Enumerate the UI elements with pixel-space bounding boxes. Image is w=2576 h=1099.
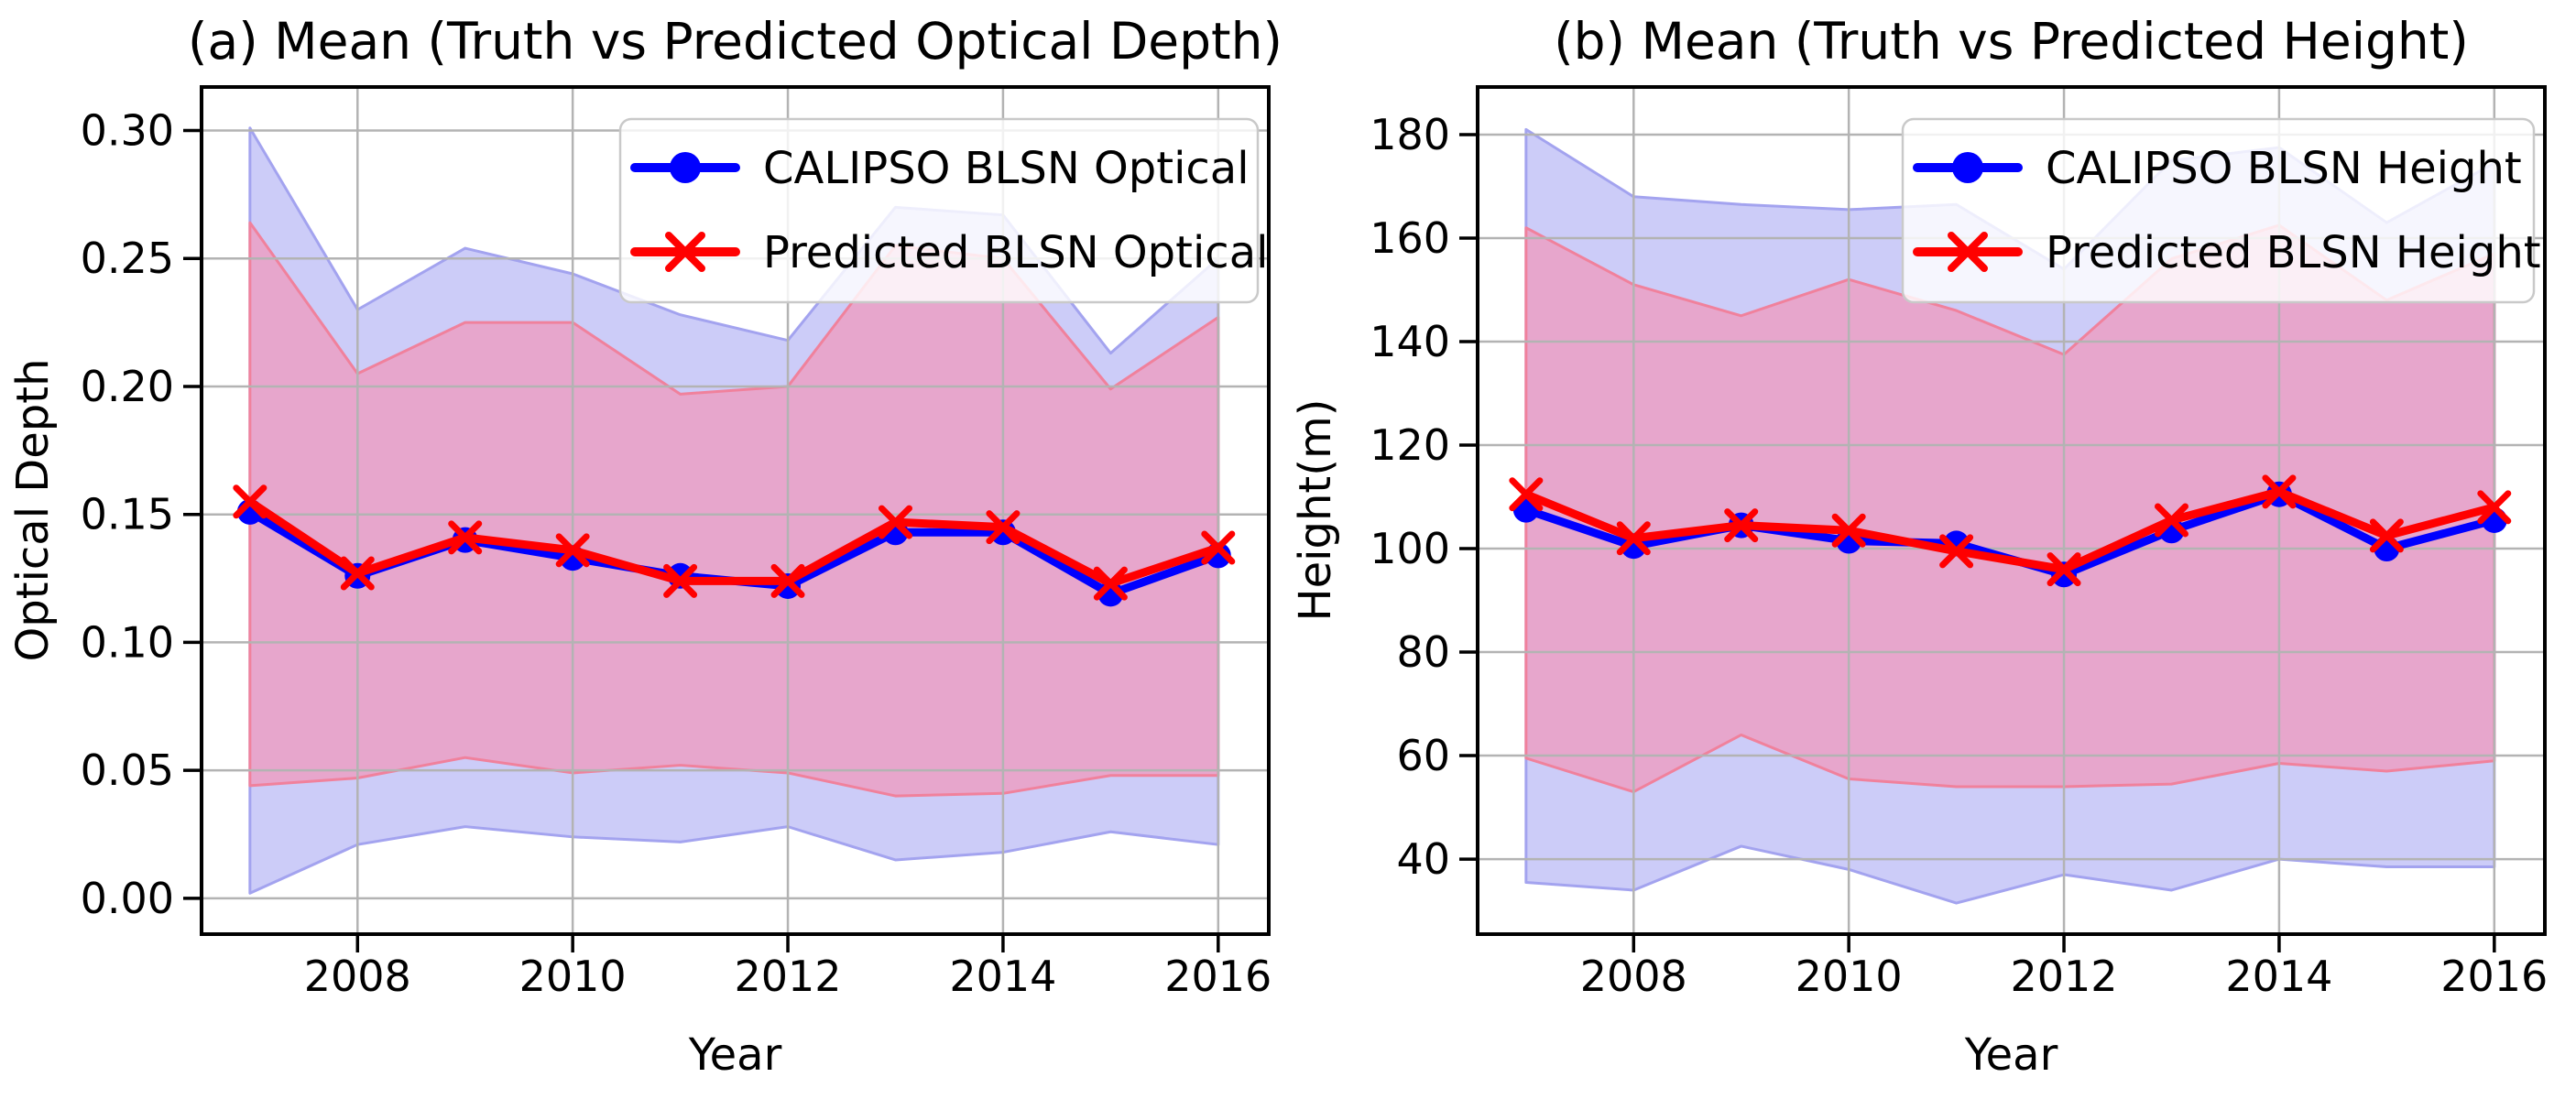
legend-x-marker <box>665 232 705 272</box>
x-marker <box>878 505 912 539</box>
chart-panel-b: 2008 2010 2012 2014 2016 40 60 80 100 120 140 160 18… <box>1290 12 2548 1081</box>
x-tick-label: 2016 <box>1164 952 1272 1001</box>
y-tick-label: 40 <box>1396 834 1450 884</box>
x-marker <box>2369 518 2404 553</box>
x-tick-label: 2014 <box>949 952 1056 1001</box>
legend-circle-marker <box>1952 152 1983 183</box>
legend-circle-marker <box>670 152 701 183</box>
x-tick-label: 2014 <box>2225 952 2332 1001</box>
x-tick-label: 2010 <box>1796 952 1903 1001</box>
plot-border <box>1476 85 2547 936</box>
x-axis-label: Year <box>1964 1029 2058 1081</box>
data-line-predicted <box>246 497 1223 588</box>
y-tick-label: 0.30 <box>81 106 174 156</box>
y-tick-label: 0.15 <box>81 490 174 539</box>
x-marker <box>663 563 698 598</box>
data-line-predicted <box>1522 487 2499 574</box>
y-tick-label: 60 <box>1396 731 1450 780</box>
legend-box <box>618 117 1260 304</box>
y-axis-label: Optical Depth <box>7 358 59 661</box>
x-marker <box>986 510 1021 545</box>
legend-label: Predicted BLSN Height <box>2046 227 2541 278</box>
legend-label: CALIPSO BLSN Optical <box>763 143 1250 194</box>
y-tick-label: 80 <box>1396 627 1450 677</box>
x-marker <box>2262 474 2297 509</box>
y-tick-label: 0.10 <box>81 617 174 667</box>
legend-x-marker <box>1948 232 1988 272</box>
x-marker <box>2047 552 2081 587</box>
legend: CALIPSO BLSN Height Predicted BLSN Height <box>1901 117 2541 304</box>
x-marker <box>1616 521 1651 556</box>
legend-box <box>1901 117 2536 304</box>
x-marker <box>1724 508 1759 543</box>
legend-label: Predicted BLSN Optical <box>763 227 1268 278</box>
y-tick-label: 120 <box>1370 420 1450 470</box>
x-tick-label: 2010 <box>519 952 627 1001</box>
x-tick-label: 2016 <box>2440 952 2548 1001</box>
x-marker <box>1939 534 1974 569</box>
x-marker <box>1509 477 1544 512</box>
x-marker <box>1093 566 1128 601</box>
plot-border <box>200 85 1271 936</box>
x-tick-label: 2008 <box>1580 952 1687 1001</box>
y-tick-label: 0.05 <box>81 745 174 795</box>
y-tick-label: 0.20 <box>81 362 174 411</box>
x-tick-label: 2012 <box>2011 952 2118 1001</box>
x-marker <box>340 556 375 591</box>
y-tick-label: 180 <box>1370 110 1450 159</box>
x-marker <box>448 520 483 555</box>
x-marker <box>1201 530 1236 565</box>
chart-title: (b) Mean (Truth vs Predicted Height) <box>1554 12 2469 71</box>
chart-panel-a: 2008 2010 2012 2014 2016 0.00 0.05 0.10 0.15 0.20… <box>7 12 1283 1081</box>
legend-label: CALIPSO BLSN Height <box>2046 143 2522 194</box>
x-marker <box>2477 490 2512 525</box>
x-tick-label: 2008 <box>304 952 411 1001</box>
y-tick-label: 100 <box>1370 524 1450 573</box>
x-marker <box>770 563 805 598</box>
y-tick-label: 0.00 <box>81 874 174 923</box>
x-marker <box>1831 513 1866 548</box>
legend: CALIPSO BLSN Optical Predicted BLSN Optic… <box>618 117 1268 304</box>
x-tick-label: 2012 <box>735 952 842 1001</box>
y-tick-label: 140 <box>1370 317 1450 366</box>
x-marker <box>233 484 267 519</box>
x-marker <box>2154 503 2189 538</box>
chart-title: (a) Mean (Truth vs Predicted Optical Dep… <box>188 12 1283 71</box>
x-marker <box>555 533 590 568</box>
y-axis-label: Height(m) <box>1290 399 1341 622</box>
y-tick-label: 0.25 <box>81 234 174 283</box>
x-axis-label: Year <box>688 1029 782 1081</box>
y-tick-label: 160 <box>1370 213 1450 263</box>
